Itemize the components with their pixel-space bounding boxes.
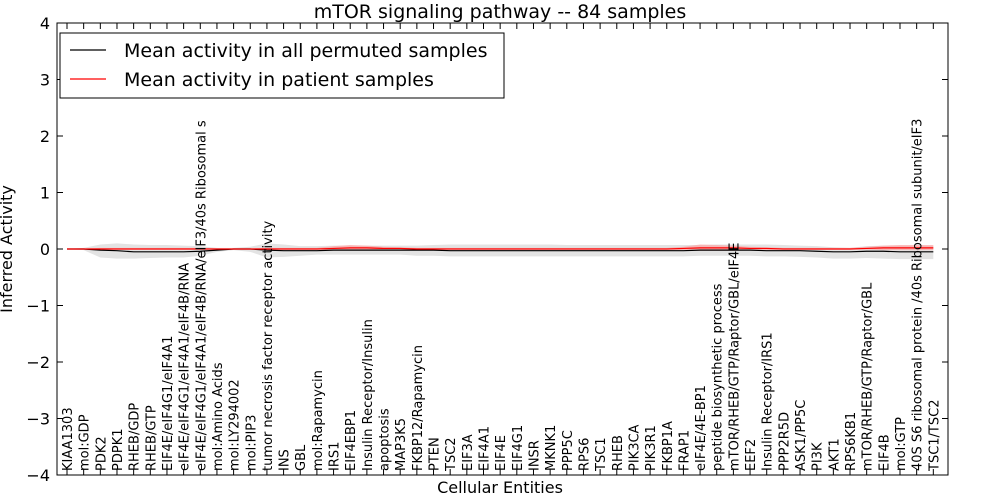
x-tick-label: PDPK1: [111, 429, 126, 472]
x-tick-label: INS: [278, 449, 293, 471]
x-tick-label: INSR: [527, 440, 542, 471]
x-tick-label: EIF4G1: [511, 425, 526, 471]
chart-title: mTOR signaling pathway -- 84 samples: [314, 1, 687, 23]
x-tick-label: KIAA1303: [61, 407, 76, 471]
y-axis-title: Inferred Activity: [0, 185, 16, 313]
y-tick-label: 4: [40, 14, 50, 33]
x-tick-label: PPP5C: [561, 430, 576, 471]
x-tick-label: RHEB: [611, 435, 626, 471]
legend-label-patient: Mean activity in patient samples: [124, 69, 434, 91]
x-tick-label: EIF4E: [494, 435, 509, 471]
x-tick-label: EIF4A1: [478, 426, 493, 471]
series-line-permuted: [67, 248, 934, 253]
x-tick-label: RHEB/GTP: [144, 405, 159, 471]
x-tick-label: ASK1/PP5C: [794, 400, 809, 471]
legend-label-permuted: Mean activity in all permuted samples: [124, 40, 487, 62]
x-tick-label: eIF4E/4E-BP1: [694, 385, 709, 471]
x-tick-label: AKT1: [827, 438, 842, 471]
y-tick-label: 1: [40, 184, 50, 203]
y-tick-label: 0: [40, 240, 50, 259]
series-line-patient: [67, 247, 934, 250]
x-tick-label: TSC1: [594, 437, 609, 472]
y-tick-label: −4: [26, 466, 50, 485]
x-tick-label: IRS1: [328, 442, 343, 471]
x-tick-label: RHEB/GDP: [128, 403, 143, 471]
x-tick-label: peptide biosynthetic process: [711, 283, 726, 471]
y-tick-label: −3: [26, 410, 50, 429]
legend: Mean activity in all permuted samples Me…: [59, 32, 505, 99]
x-axis: KIAA1303 mol:GDP PDK2 PDPK1 RHEB/GDP RHEB/GTP…: [61, 23, 942, 475]
x-tick-label: FRAP1: [677, 430, 692, 471]
plot-lines: [67, 247, 934, 253]
x-tick-label: TSC2: [444, 437, 459, 472]
x-axis-title: Cellular Entities: [437, 478, 563, 497]
x-tick-label: mol:Rapamycin: [311, 370, 326, 471]
x-tick-label: apoptosis: [378, 408, 393, 471]
x-tick-label: PIK3R1: [644, 425, 659, 471]
x-tick-label: 40S S6 ribosomal protein /40s Ribosomal …: [911, 119, 926, 471]
x-tick-label: GBL: [294, 444, 309, 471]
legend-frame: [59, 32, 505, 99]
x-tick-label: MAP3K5: [394, 418, 409, 471]
x-tick-label: mTOR/RHEB/GTP/Raptor/GBL: [861, 282, 876, 471]
x-tick-label: mol:PIP3: [244, 415, 259, 471]
x-tick-label: EIF4B: [877, 434, 892, 471]
x-tick-label: EIF4EBP1: [344, 410, 359, 471]
x-tick-label: eIF4E/eIF4G1/eIF4A1/eIF4B/RNA/eIF3/40s R…: [194, 120, 209, 471]
y-tick-label: 2: [40, 127, 50, 146]
x-tick-label: EIF3A: [461, 434, 476, 471]
x-tick-label: RPS6: [577, 438, 592, 471]
y-tick-label: 3: [40, 71, 50, 90]
x-tick-label: EEF2: [744, 439, 759, 471]
x-tick-label: mTOR/RHEB/GTP/Raptor/GBL/eIF4E: [727, 243, 742, 472]
x-tick-label: mol:GDP: [78, 414, 93, 471]
x-tick-label: PTEN: [428, 437, 443, 471]
x-tick-label: MKNK1: [544, 425, 559, 471]
x-tick-label: FKBP1A: [661, 421, 676, 471]
x-tick-label: PI3K: [811, 442, 826, 471]
x-tick-label: Insulin Receptor/IRS1: [761, 332, 776, 471]
x-tick-label: Insulin Receptor/Insulin: [361, 319, 376, 471]
x-tick-label: PDK2: [94, 436, 109, 471]
x-tick-label: tumor necrosis factor receptor activity: [261, 220, 276, 471]
plot-frame: [56, 22, 949, 476]
x-tick-label: mol:LY294002: [228, 379, 243, 471]
y-axis: 4 3 2 1 0 −1 −2 −3 −4: [26, 14, 948, 485]
x-tick-label: mol:Amino Acids: [211, 362, 226, 471]
x-tick-label: EIF4E/eIF4G1/eIF4A1: [161, 336, 176, 471]
x-tick-label: PPP2R5D: [777, 412, 792, 471]
y-tick-label: −2: [26, 353, 50, 372]
x-tick-label: mol:GTP: [894, 417, 909, 471]
x-tick-label: FKBP12/Rapamycin: [411, 345, 426, 471]
x-tick-label: PIK3CA: [627, 424, 642, 471]
x-tick-label: RPS6KB1: [844, 412, 859, 471]
x-tick-label: TSC1/TSC2: [927, 400, 942, 472]
y-tick-label: −1: [26, 297, 50, 316]
x-tick-label: eIF4E/eIF4G1/eIF4A1/eIF4B/RNA: [178, 263, 193, 471]
